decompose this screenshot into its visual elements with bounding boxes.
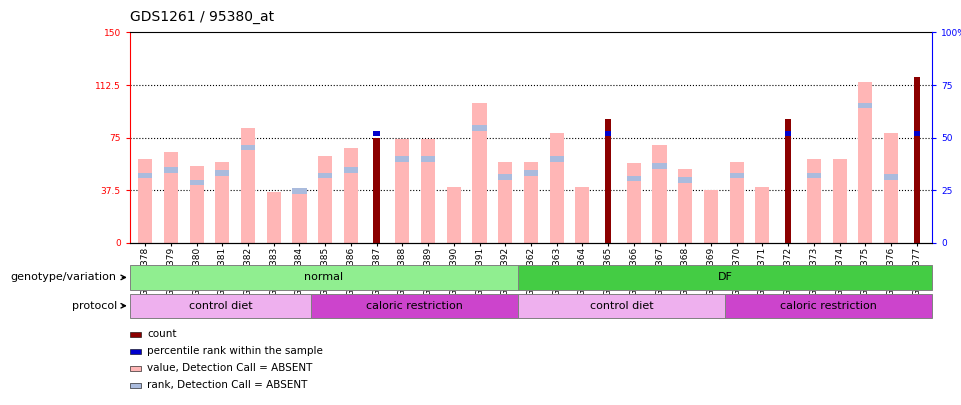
Bar: [498, 174, 512, 180]
Bar: [914, 77, 920, 243]
Text: count: count: [147, 329, 177, 339]
Bar: [421, 156, 435, 162]
Bar: [138, 159, 152, 243]
Text: rank, Detection Call = ABSENT: rank, Detection Call = ABSENT: [147, 380, 308, 390]
Bar: [189, 166, 204, 243]
Text: normal: normal: [305, 273, 343, 282]
Bar: [163, 167, 178, 173]
Bar: [130, 265, 518, 290]
Bar: [292, 188, 307, 194]
Bar: [726, 294, 932, 318]
Bar: [318, 173, 333, 179]
Bar: [858, 81, 873, 243]
Bar: [653, 163, 667, 168]
Bar: [318, 156, 333, 243]
Text: GDS1261 / 95380_at: GDS1261 / 95380_at: [130, 10, 274, 24]
Bar: [421, 139, 435, 243]
Bar: [292, 191, 307, 243]
Text: value, Detection Call = ABSENT: value, Detection Call = ABSENT: [147, 363, 312, 373]
Bar: [447, 187, 461, 243]
Bar: [785, 131, 791, 136]
Bar: [267, 192, 281, 243]
Bar: [395, 139, 409, 243]
Bar: [678, 168, 692, 243]
Text: DF: DF: [718, 273, 732, 282]
Bar: [604, 131, 611, 136]
Bar: [163, 152, 178, 243]
Bar: [729, 162, 744, 243]
Bar: [807, 173, 821, 179]
Text: protocol: protocol: [71, 301, 125, 311]
Bar: [344, 147, 358, 243]
Bar: [374, 131, 380, 136]
Bar: [524, 170, 538, 176]
Bar: [729, 173, 744, 179]
Bar: [473, 102, 486, 243]
Text: caloric restriction: caloric restriction: [366, 301, 463, 311]
Bar: [884, 134, 899, 243]
Bar: [130, 294, 311, 318]
Bar: [518, 294, 726, 318]
Bar: [604, 119, 611, 243]
Text: caloric restriction: caloric restriction: [780, 301, 877, 311]
Bar: [627, 163, 641, 243]
Bar: [498, 162, 512, 243]
Bar: [311, 294, 518, 318]
Bar: [473, 125, 486, 131]
Bar: [832, 159, 847, 243]
Bar: [241, 145, 255, 150]
Bar: [576, 187, 589, 243]
Bar: [374, 138, 380, 243]
Bar: [550, 134, 564, 243]
Bar: [344, 167, 358, 173]
Bar: [914, 131, 920, 136]
Bar: [189, 180, 204, 185]
Bar: [395, 156, 409, 162]
Bar: [755, 187, 770, 243]
Bar: [627, 176, 641, 181]
Text: genotype/variation: genotype/variation: [11, 273, 125, 282]
Text: control diet: control diet: [590, 301, 653, 311]
Bar: [215, 162, 230, 243]
Bar: [518, 265, 932, 290]
Bar: [678, 177, 692, 183]
Bar: [884, 174, 899, 180]
Bar: [215, 170, 230, 176]
Bar: [524, 162, 538, 243]
Text: control diet: control diet: [188, 301, 252, 311]
Bar: [703, 190, 718, 243]
Bar: [858, 102, 873, 108]
Bar: [807, 159, 821, 243]
Bar: [138, 173, 152, 179]
Bar: [653, 145, 667, 243]
Text: percentile rank within the sample: percentile rank within the sample: [147, 346, 323, 356]
Bar: [785, 119, 791, 243]
Bar: [241, 128, 255, 243]
Bar: [550, 156, 564, 162]
